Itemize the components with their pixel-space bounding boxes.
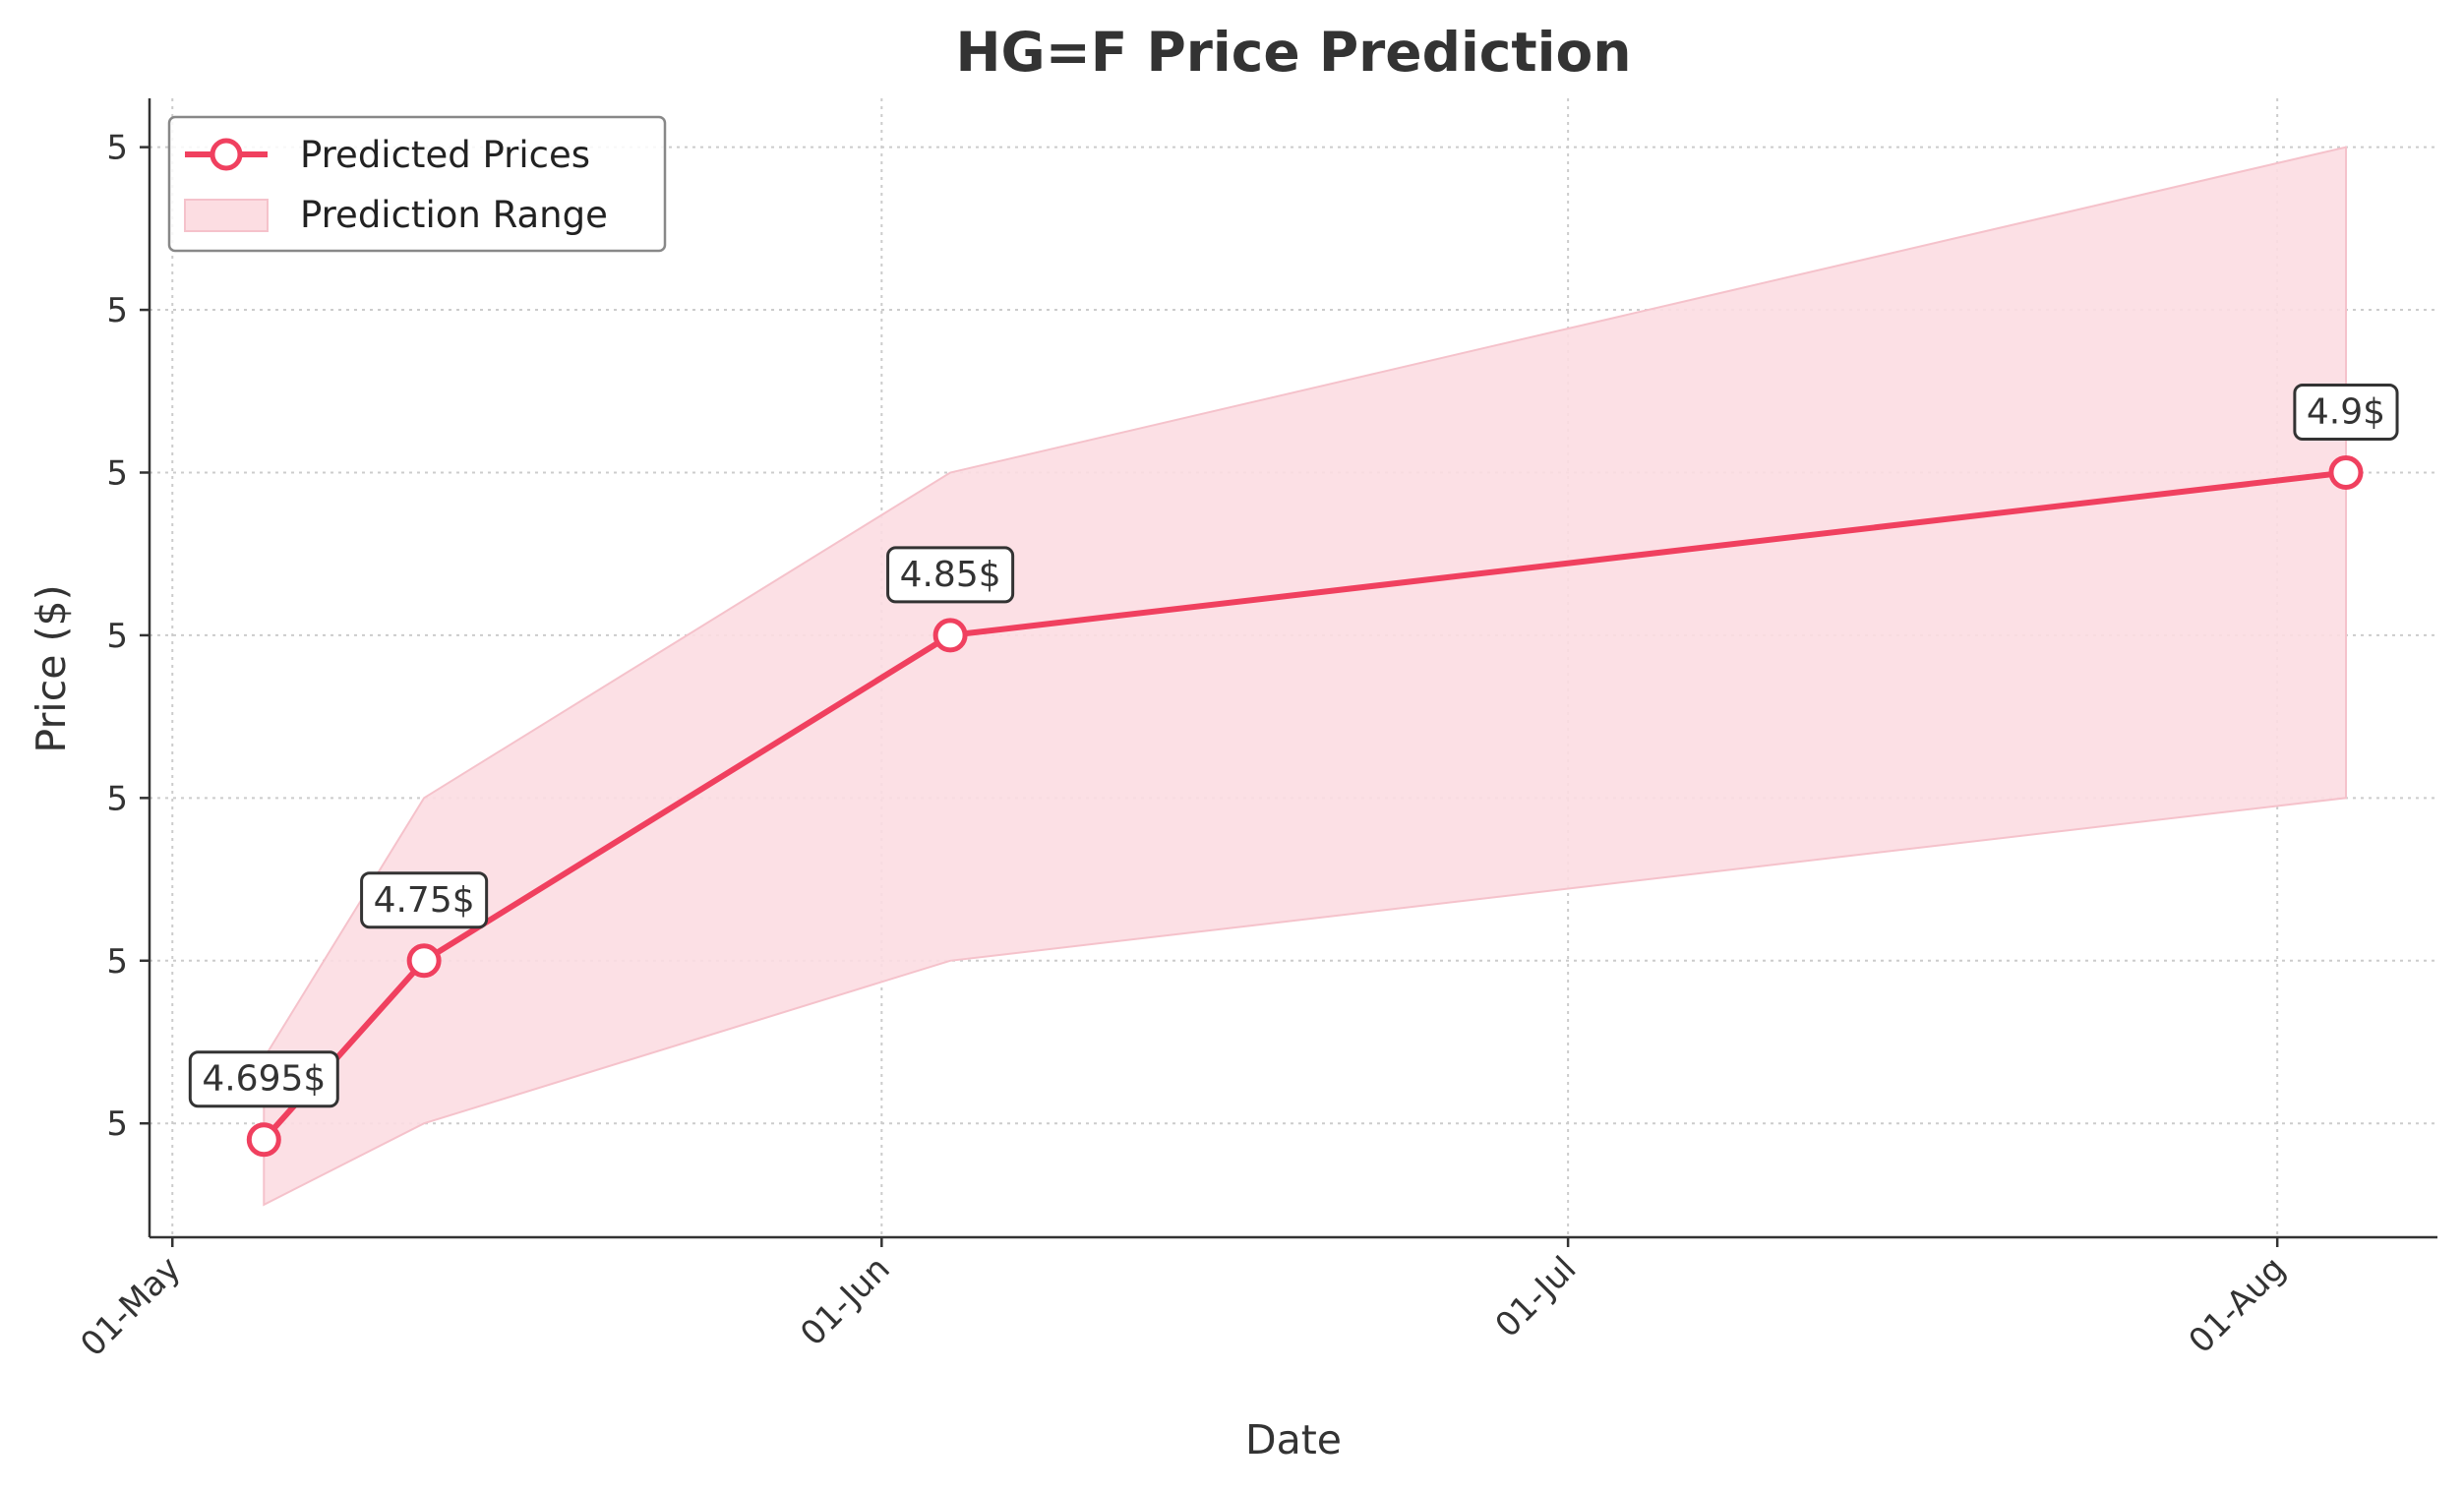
data-label-text: 4.75$: [374, 880, 475, 921]
prediction-range-layer: [263, 146, 2347, 1207]
predicted-prices-line: [261, 469, 2349, 1143]
data-point: [406, 943, 442, 979]
data-label-box: [188, 1050, 339, 1108]
data-label-box: [2293, 383, 2399, 441]
axes: [148, 98, 2437, 1239]
y-tick-label: 5: [106, 617, 128, 656]
x-tick-label: 01-Jul: [1488, 1249, 1585, 1345]
data-label-box: [886, 546, 1015, 604]
data-label-text: 4.85$: [900, 555, 1001, 595]
legend-box: [167, 115, 667, 253]
data-label-text: 4.9$: [2307, 391, 2385, 432]
y-tick-label: 5: [106, 453, 128, 493]
y-axis-title: Price ($): [28, 584, 75, 752]
x-axis-title: Date: [1245, 1416, 1342, 1463]
x-tick-label: 01-Aug: [2182, 1249, 2294, 1361]
x-tick-label: 01-Jun: [793, 1249, 897, 1353]
data-label: 4.695$: [188, 1050, 339, 1108]
legend: Predicted Prices Prediction Range: [167, 115, 667, 253]
legend-marker-icon: [210, 138, 243, 171]
data-label: 4.75$: [360, 871, 489, 929]
y-tick-label: 5: [106, 129, 128, 168]
x-tick-label: 01-May: [73, 1249, 188, 1364]
data-label-box: [360, 871, 489, 929]
legend-label-prediction-range: Prediction Range: [300, 194, 608, 236]
x-ticks: 01-May 01-Jun 01-Jul 01-Aug: [73, 1237, 2294, 1364]
y-tick-label: 5: [106, 942, 128, 982]
predicted-prices-layer: [246, 454, 2364, 1158]
data-label-text: 4.695$: [202, 1059, 326, 1100]
y-tick-label: 5: [106, 1104, 128, 1144]
y-tick-label: 5: [106, 291, 128, 330]
data-point: [932, 618, 968, 653]
prediction-range-band: [263, 146, 2347, 1207]
data-point: [246, 1122, 281, 1158]
chart-title: HG=F Price Prediction: [956, 21, 1632, 84]
legend-range-swatch-icon: [184, 199, 269, 232]
y-ticks: 5 5 5 5 5 5 5: [106, 129, 150, 1144]
data-label: 4.85$: [886, 546, 1015, 604]
data-point: [2328, 454, 2364, 490]
y-tick-label: 5: [106, 779, 128, 818]
data-labels: 4.695$ 4.75$ 4.85$ 4.9$: [188, 383, 2399, 1108]
data-label: 4.9$: [2293, 383, 2399, 441]
legend-label-predicted-prices: Predicted Prices: [300, 134, 590, 176]
